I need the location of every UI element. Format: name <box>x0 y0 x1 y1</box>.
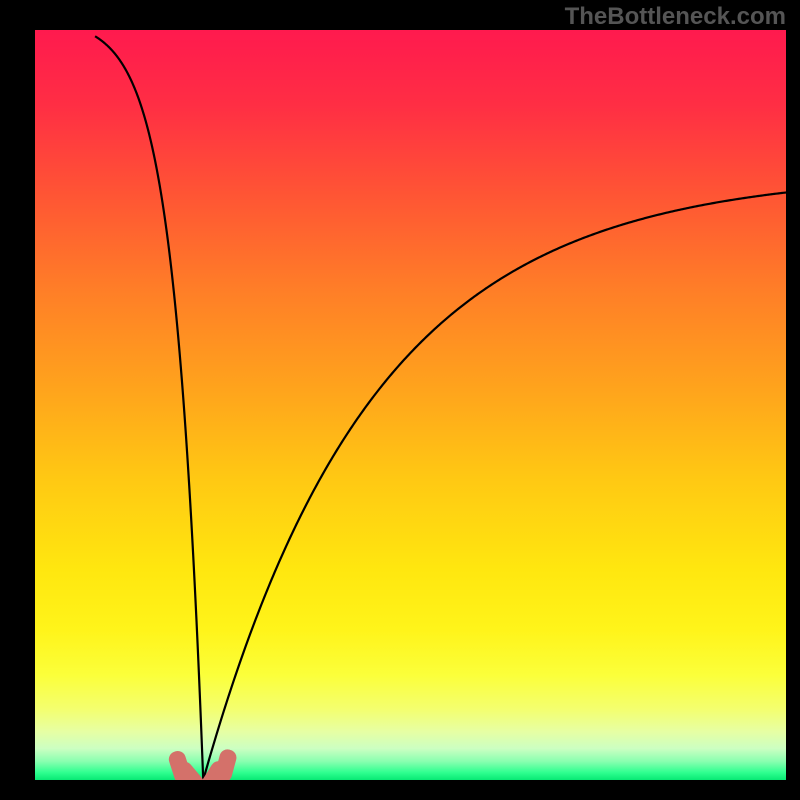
plot-area <box>35 30 786 780</box>
chart-svg <box>35 30 786 780</box>
watermark-text: TheBottleneck.com <box>565 3 786 31</box>
bottleneck-curve <box>95 36 786 780</box>
